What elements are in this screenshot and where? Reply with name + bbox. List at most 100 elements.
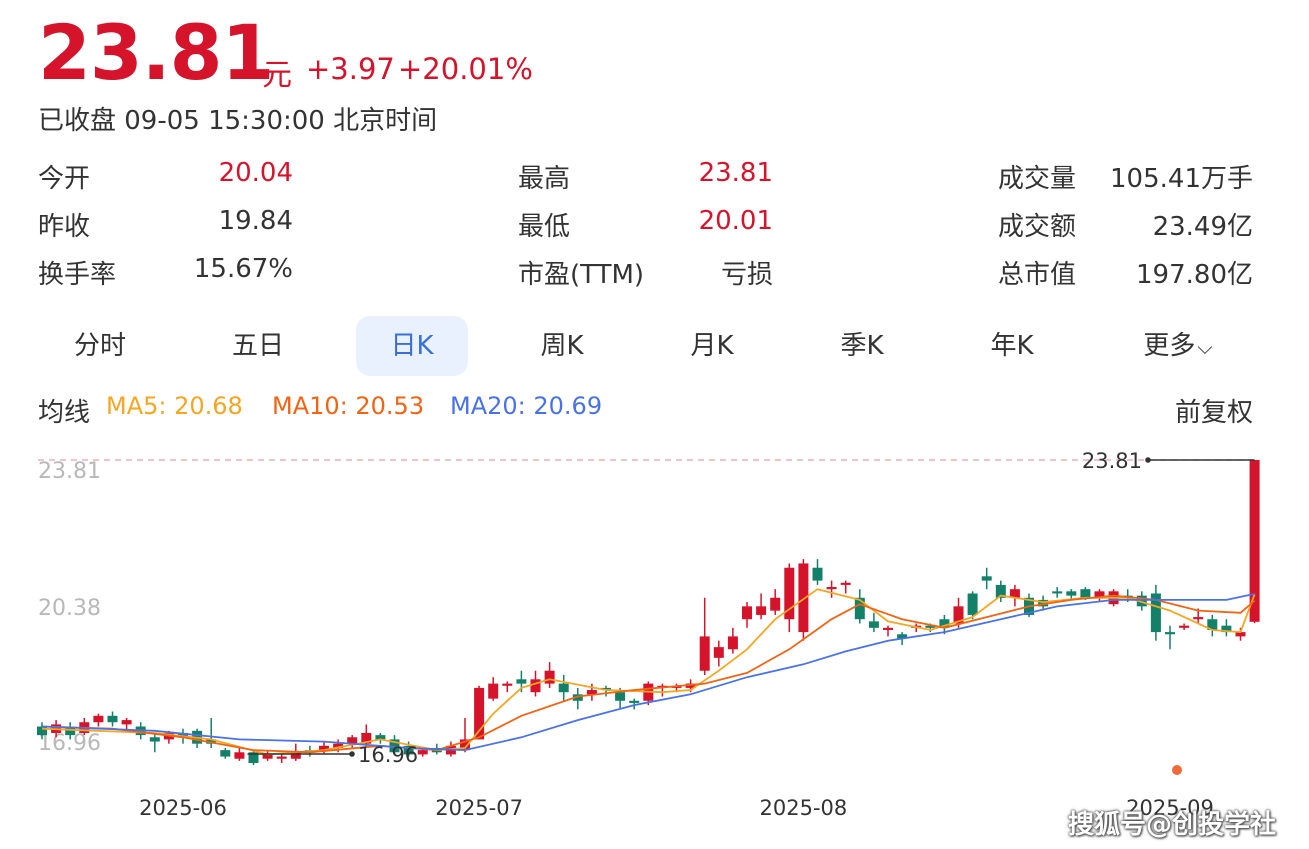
candle-body [516, 679, 527, 684]
ma-line-ma5 [41, 588, 1256, 756]
candle-body [615, 692, 626, 701]
candle-body [826, 587, 837, 590]
min-price-label: 16.96 [358, 743, 418, 767]
chevron-down-icon: ⌵ [1197, 335, 1213, 359]
candle-body [784, 567, 795, 620]
tab-yearly-k[interactable]: 年K [990, 331, 1034, 361]
adjust-toggle[interactable]: 前复权 [1174, 398, 1253, 428]
candle-body [1221, 625, 1232, 633]
tab-monthly-k[interactable]: 月K [690, 331, 734, 361]
price-change-percent: +20.01% [398, 52, 533, 86]
candle-body [530, 679, 541, 693]
candle-body [417, 750, 428, 755]
candle-body [121, 720, 132, 725]
candle-body [178, 732, 188, 738]
candle-body [319, 745, 329, 751]
candle-body [995, 584, 1006, 598]
ma20-legend: MA20: 20.69 [450, 392, 603, 420]
candle-body [262, 754, 273, 759]
x-tick-label: 2025-06 [139, 796, 227, 820]
candle-body [1009, 589, 1020, 598]
y-tick-label: 23.81 [38, 459, 101, 484]
ma10-legend: MA10: 20.53 [272, 392, 425, 420]
volume-label: 成交量 [998, 164, 1077, 194]
candle-body [953, 606, 964, 624]
min-callout-dot [349, 751, 355, 757]
pe-label: 市盈(TTM) [518, 260, 645, 290]
candle-body [1094, 591, 1105, 598]
ma-title: 均线 [38, 398, 91, 428]
candle-body [939, 619, 950, 628]
candle-body [981, 576, 992, 581]
high-label: 最高 [518, 164, 571, 194]
candle-body [868, 621, 879, 628]
tab-quarterly-k[interactable]: 季K [840, 331, 884, 361]
price-unit: 元 [262, 58, 292, 93]
candle-body [502, 683, 513, 686]
candle-body [629, 700, 640, 703]
candle-body [1066, 591, 1077, 596]
ma-line-ma20 [41, 593, 1255, 752]
max-callout-dot [1145, 457, 1151, 463]
candle-body [798, 563, 809, 633]
prev-close-value: 19.84 [218, 206, 293, 236]
candle-body [1080, 589, 1091, 598]
candle-body [290, 752, 301, 759]
candle-body [897, 634, 908, 639]
tab-weekly-k[interactable]: 周K [540, 331, 584, 361]
candle-body [107, 715, 118, 723]
candle-body [812, 567, 823, 581]
candle-body [403, 745, 414, 755]
candle-body [742, 606, 752, 620]
candle-body [347, 737, 358, 744]
candle-body [558, 683, 569, 693]
candle-body [1249, 460, 1260, 622]
candle-body [1235, 632, 1246, 637]
amount-value: 23.49亿 [1152, 212, 1253, 242]
period-tabs: 分时 五日 日K 周K 月K 季K 年K 更多 ⌵ [0, 316, 1309, 376]
low-value: 20.01 [698, 206, 773, 236]
tab-daily-k[interactable]: 日K [356, 316, 468, 376]
candle-body [276, 756, 287, 759]
candle-body [1052, 591, 1063, 594]
candle-body [925, 625, 936, 628]
market-cap-label: 总市值 [998, 260, 1077, 290]
candle-body [333, 743, 344, 748]
candle-body [488, 683, 499, 699]
candle-body [1179, 625, 1190, 628]
amount-label: 成交额 [998, 212, 1077, 242]
candle-body [1165, 632, 1175, 635]
candle-body [727, 636, 738, 650]
candle-body [361, 732, 372, 744]
prev-close-label: 昨收 [38, 212, 91, 242]
candle-body [544, 670, 555, 684]
candle-body [756, 606, 767, 615]
ma-line-ma10 [41, 594, 1256, 754]
candle-body [65, 726, 76, 736]
max-price-label: 23.81 [1082, 449, 1142, 473]
volume-value: 105.41万手 [1110, 164, 1253, 194]
x-tick-label: 2025-08 [760, 796, 848, 820]
tab-more[interactable]: 更多 ⌵ [1128, 316, 1228, 376]
candle-body [149, 737, 160, 742]
y-tick-label: 20.38 [38, 596, 101, 621]
tab-more-label: 更多 [1143, 331, 1196, 361]
candle-body [1207, 619, 1218, 630]
candle-body [460, 739, 470, 751]
candle-body [375, 735, 386, 740]
candle-body [840, 582, 851, 585]
candle-body [389, 739, 400, 753]
candle-body [601, 687, 611, 691]
candle-body [572, 694, 583, 701]
tab-intraday[interactable]: 分时 [73, 331, 126, 361]
watermark: 搜狐号@创投学社 [1068, 810, 1277, 840]
high-value: 23.81 [698, 158, 773, 188]
candle-body [1136, 595, 1147, 607]
tab-five-day[interactable]: 五日 [231, 331, 284, 361]
market-status: 已收盘 09-05 15:30:00 北京时间 [38, 106, 438, 136]
turnover-label: 换手率 [38, 260, 117, 290]
pe-value: 亏损 [720, 260, 773, 290]
candle-body [234, 752, 245, 759]
candle-body [770, 597, 781, 611]
